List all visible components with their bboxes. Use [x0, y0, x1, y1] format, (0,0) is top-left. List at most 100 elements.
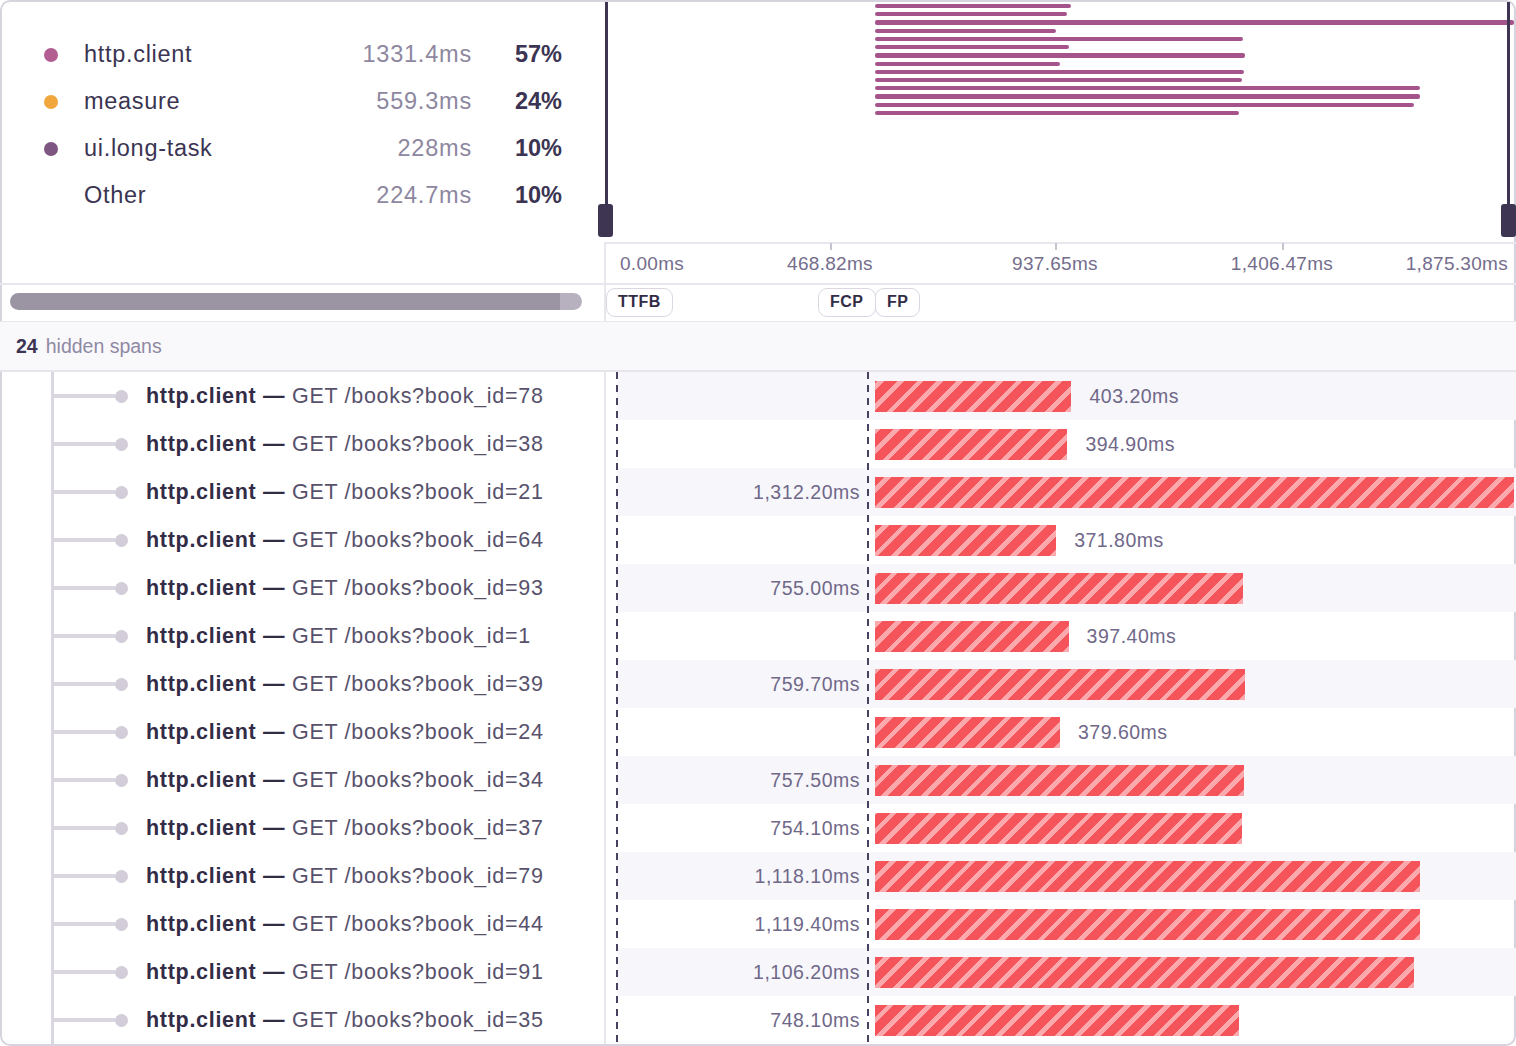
span-op: http.client [146, 480, 256, 504]
span-row[interactable]: http.client — GET /books?book_id=34 757.… [0, 756, 1516, 804]
span-op: http.client [146, 528, 256, 552]
tree-connector [52, 730, 116, 734]
tree-connector [52, 586, 116, 590]
span-description: GET /books?book_id=39 [292, 672, 544, 696]
span-row[interactable]: http.client — GET /books?book_id=91 1,10… [0, 948, 1516, 996]
vital-pill-ttfb[interactable]: TTFB [606, 288, 673, 317]
legend-row: measure 559.3ms 24% [0, 78, 605, 125]
span-name: http.client — GET /books?book_id=78 [146, 372, 544, 420]
span-row[interactable]: http.client — GET /books?book_id=79 1,11… [0, 852, 1516, 900]
span-duration-bar[interactable] [875, 1005, 1239, 1036]
legend-percentage: 24% [472, 88, 562, 115]
measurement-line-right [867, 372, 869, 1044]
vital-pill-fcp[interactable]: FCP [818, 288, 876, 317]
span-description: GET /books?book_id=78 [292, 384, 544, 408]
span-duration-label: 394.90ms [1085, 420, 1175, 468]
span-duration-bar[interactable] [875, 669, 1245, 700]
tree-connector-dot [115, 390, 128, 403]
span-row[interactable]: http.client — GET /books?book_id=93 755.… [0, 564, 1516, 612]
table-column-divider [604, 372, 606, 1044]
legend-row: ui.long-task 228ms 10% [0, 125, 605, 172]
span-duration-bar[interactable] [875, 477, 1514, 508]
legend-duration: 224.7ms [376, 182, 472, 209]
tree-connector [52, 394, 116, 398]
span-op: http.client [146, 768, 256, 792]
span-duration-bar[interactable] [875, 813, 1242, 844]
axis-tick [1055, 243, 1057, 250]
vital-pill-fp[interactable]: FP [875, 288, 920, 317]
ops-breakdown-legend: http.client 1331.4ms 57% measure 559.3ms… [0, 0, 605, 219]
measurement-line-left [616, 372, 618, 1044]
span-row[interactable]: http.client — GET /books?book_id=1 397.4… [0, 612, 1516, 660]
tree-connector-dot [115, 918, 128, 931]
span-row[interactable]: http.client — GET /books?book_id=38 394.… [0, 420, 1516, 468]
span-description: GET /books?book_id=24 [292, 720, 544, 744]
legend-op-name: measure [84, 88, 180, 115]
span-duration-bar[interactable] [875, 765, 1244, 796]
legend-duration: 228ms [397, 135, 472, 162]
minimap-span-line [875, 103, 1414, 107]
span-duration-bar[interactable] [875, 957, 1414, 988]
tree-connector [52, 682, 116, 686]
span-description: GET /books?book_id=1 [292, 624, 531, 648]
span-row[interactable]: http.client — GET /books?book_id=24 379.… [0, 708, 1516, 756]
tree-connector-dot [115, 438, 128, 451]
span-description: GET /books?book_id=79 [292, 864, 544, 888]
span-description: GET /books?book_id=91 [292, 960, 544, 984]
span-op: http.client [146, 432, 256, 456]
minimap-right-handle-line[interactable] [1507, 2, 1510, 204]
span-op: http.client [146, 816, 256, 840]
tree-connector-dot [115, 630, 128, 643]
minimap-span-line [875, 94, 1420, 98]
minimap-left-handle[interactable] [598, 204, 613, 237]
span-row[interactable]: http.client — GET /books?book_id=37 754.… [0, 804, 1516, 852]
span-duration-bar[interactable] [875, 861, 1420, 892]
span-op: http.client [146, 864, 256, 888]
hidden-spans-row[interactable]: 24hidden spans [0, 322, 1516, 370]
trace-minimap[interactable] [605, 0, 1516, 242]
span-duration-bar[interactable] [875, 573, 1243, 604]
span-description: GET /books?book_id=35 [292, 1008, 544, 1032]
span-duration-label: 748.10ms [625, 996, 860, 1044]
span-row[interactable]: http.client — GET /books?book_id=64 371.… [0, 516, 1516, 564]
span-row[interactable]: http.client — GET /books?book_id=78 403.… [0, 372, 1516, 420]
tree-connector-dot [115, 774, 128, 787]
span-description: GET /books?book_id=64 [292, 528, 544, 552]
span-duration-bar[interactable] [875, 525, 1056, 556]
span-duration-label: 1,312.20ms [625, 468, 860, 516]
span-row[interactable]: http.client — GET /books?book_id=35 748.… [0, 996, 1516, 1044]
minimap-left-handle-line[interactable] [605, 2, 608, 204]
span-duration-bar[interactable] [875, 621, 1069, 652]
minimap-span-line [875, 86, 1420, 90]
legend-percentage: 10% [472, 182, 562, 209]
axis-tick [830, 243, 832, 250]
tree-connector-dot [115, 726, 128, 739]
span-row[interactable]: http.client — GET /books?book_id=39 759.… [0, 660, 1516, 708]
panel-divider [604, 242, 606, 322]
span-duration-bar[interactable] [875, 381, 1071, 412]
tree-connector-dot [115, 486, 128, 499]
trace-view: http.client 1331.4ms 57% measure 559.3ms… [0, 0, 1516, 1046]
span-row[interactable]: http.client — GET /books?book_id=21 1,31… [0, 468, 1516, 516]
span-duration-bar[interactable] [875, 909, 1420, 940]
tree-connector-dot [115, 534, 128, 547]
minimap-span-line [875, 4, 1071, 8]
span-name: http.client — GET /books?book_id=35 [146, 996, 544, 1044]
span-duration-bar[interactable] [875, 429, 1067, 460]
span-description: GET /books?book_id=44 [292, 912, 544, 936]
tree-connector-dot [115, 1014, 128, 1027]
span-description: GET /books?book_id=93 [292, 576, 544, 600]
span-name: http.client — GET /books?book_id=21 [146, 468, 544, 516]
span-duration-label: 1,106.20ms [625, 948, 860, 996]
span-name: http.client — GET /books?book_id=24 [146, 708, 544, 756]
tree-connector-dot [115, 870, 128, 883]
minimap-right-handle[interactable] [1501, 204, 1516, 237]
span-duration-label: 1,119.40ms [625, 900, 860, 948]
legend-op-name: ui.long-task [84, 135, 213, 162]
legend-duration: 559.3ms [376, 88, 472, 115]
span-duration-bar[interactable] [875, 717, 1060, 748]
span-op: http.client [146, 672, 256, 696]
span-row[interactable]: http.client — GET /books?book_id=44 1,11… [0, 900, 1516, 948]
span-name: http.client — GET /books?book_id=64 [146, 516, 544, 564]
legend-op-name: Other [84, 182, 146, 209]
